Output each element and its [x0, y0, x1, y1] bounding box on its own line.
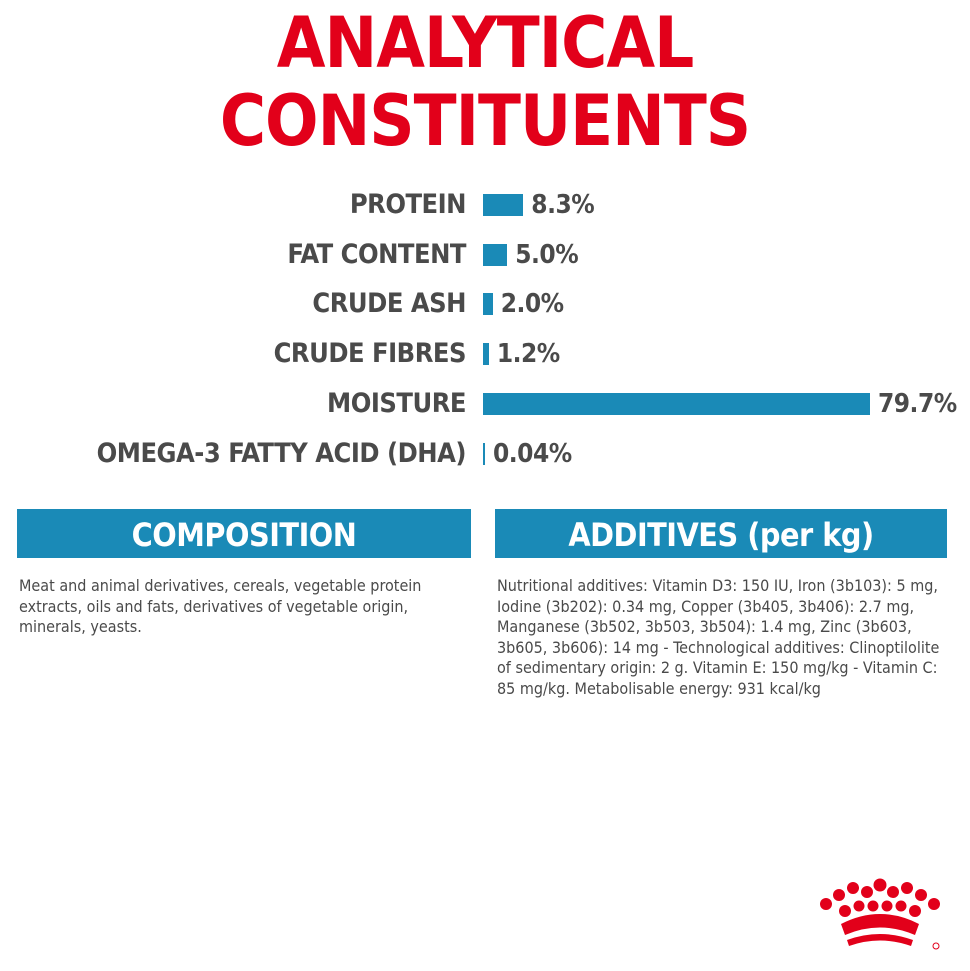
chart-row: PROTEIN 8.3%	[0, 185, 970, 225]
value-label: 5.0%	[515, 239, 579, 270]
page-title: ANALYTICAL CONSTITUENTS	[0, 0, 970, 160]
bar	[483, 392, 870, 415]
chart-row: OMEGA-3 FATTY ACID (DHA) 0.04%	[0, 434, 970, 474]
value-label: 8.3%	[531, 190, 595, 220]
composition-header: COMPOSITION	[17, 509, 471, 558]
category-label: OMEGA-3 FATTY ACID (DHA)	[96, 437, 467, 469]
bar	[483, 243, 508, 266]
bar	[483, 293, 493, 316]
category-label: CRUDE ASH	[312, 288, 466, 320]
additives-text: Nutritional additives: Vitamin D3: 150 I…	[497, 576, 940, 698]
value-label: 0.04%	[493, 438, 572, 469]
crown-logo-icon	[820, 878, 940, 950]
value-label: 2.0%	[500, 289, 564, 320]
bar	[483, 442, 485, 465]
chart-row: CRUDE ASH 2.0%	[0, 284, 970, 324]
additives-header: ADDITIVES (per kg)	[495, 509, 947, 558]
chart-row: FAT CONTENT 5.0%	[0, 235, 970, 275]
composition-text: Meat and animal derivatives, cereals, ve…	[19, 576, 422, 636]
chart-row: MOISTURE 79.7%	[0, 384, 970, 424]
value-label: 79.7%	[878, 388, 957, 419]
chart-row: CRUDE FIBRES 1.2%	[0, 334, 970, 374]
category-label: FAT CONTENT	[287, 238, 466, 270]
analytical-constituents-chart: PROTEIN 8.3% FAT CONTENT 5.0% CRUDE ASH 2.0% C…	[0, 185, 970, 485]
category-label: CRUDE FIBRES	[273, 338, 467, 370]
value-label: 1.2%	[496, 339, 560, 370]
title-line-2: CONSTITUENTS	[219, 80, 751, 162]
bar	[483, 343, 489, 366]
bar	[483, 194, 524, 216]
category-label: PROTEIN	[349, 189, 467, 220]
title-line-1: ANALYTICAL	[276, 2, 694, 84]
category-label: MOISTURE	[327, 387, 466, 419]
